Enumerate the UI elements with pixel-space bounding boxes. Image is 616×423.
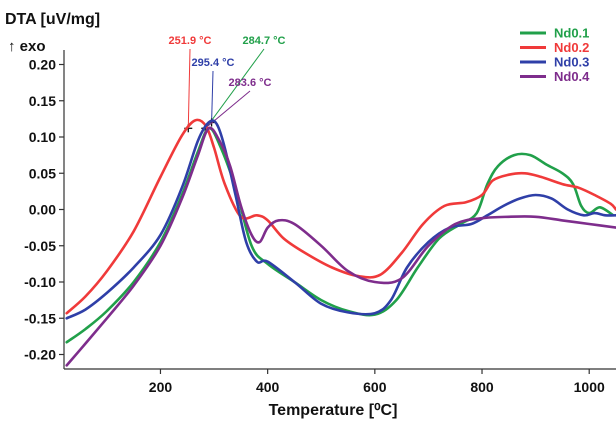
series-line-nd0-2 (65, 118, 616, 315)
y-axis-label: DTA [uV/mg] (5, 11, 100, 28)
y-tick-label: -0.05 (24, 238, 56, 254)
annotation-label: 251.9 °C (169, 35, 212, 47)
y-axis-exo-note: ↑ exo (8, 38, 46, 55)
annotation-label: 295.4 °C (192, 57, 235, 69)
x-tick-label: 800 (470, 379, 494, 395)
y-tick-label: 0.05 (29, 165, 56, 181)
series-lines (65, 118, 616, 367)
annotation-labels: 251.9 °C 295.4 °C 284.7 °C 283.6 °C (169, 35, 286, 89)
x-ticks: 200 400 600 800 1000 (149, 369, 605, 395)
annotation-leader-line (205, 48, 265, 129)
y-tick-label: -0.10 (24, 274, 56, 290)
series-line-nd0-4 (65, 126, 616, 367)
y-tick-label: -0.20 (24, 347, 56, 363)
series-line-nd0-1 (65, 126, 615, 344)
y-tick-label: 0.20 (29, 57, 56, 73)
x-tick-label: 400 (256, 379, 280, 395)
y-tick-label: 0.15 (29, 93, 56, 109)
y-ticks: 0.20 0.15 0.10 0.05 0.00 -0.05 -0.10 -0.15 -0.20 (24, 57, 64, 363)
annotation-leader-line (211, 70, 214, 123)
legend-label: Nd0.2 (554, 40, 589, 55)
annotation-label: 283.6 °C (229, 77, 272, 89)
series-line-nd0-3 (65, 119, 616, 320)
x-tick-label: 200 (149, 379, 173, 395)
x-axis-label: Temperature [⁰C] (269, 402, 398, 419)
legend-label: Nd0.3 (554, 55, 589, 70)
x-tick-label: 1000 (574, 379, 605, 395)
annotation-leader-line (187, 48, 191, 129)
y-tick-label: 0.10 (29, 129, 56, 145)
y-tick-label: -0.15 (24, 310, 56, 326)
annotation-leader-line (204, 90, 251, 129)
y-tick-label: 0.00 (29, 202, 56, 218)
legend-label: Nd0.4 (554, 69, 590, 84)
x-tick-label: 600 (363, 379, 387, 395)
legend-label: Nd0.1 (554, 26, 589, 41)
annotation-label: 284.7 °C (243, 35, 286, 47)
